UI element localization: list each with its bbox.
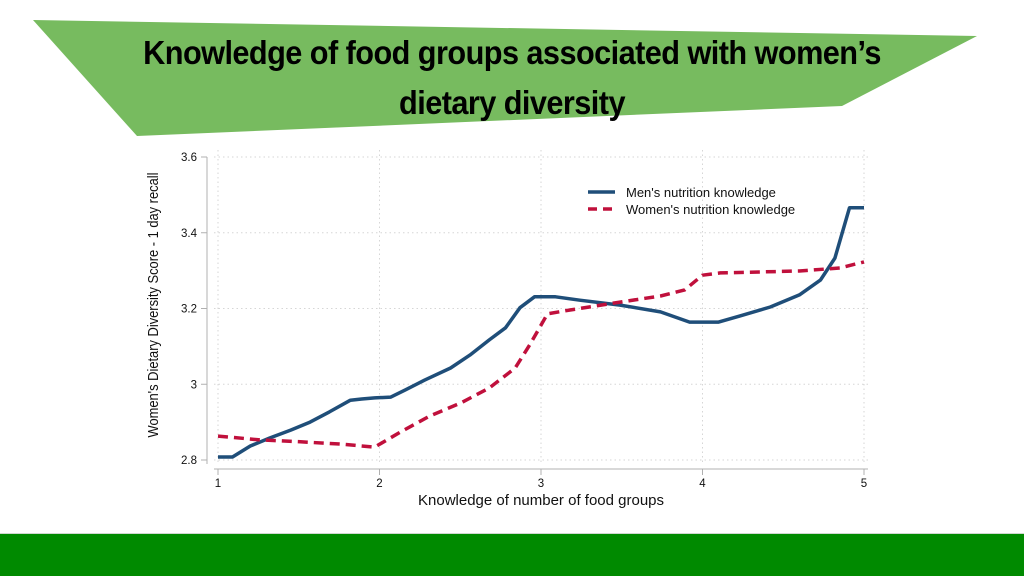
- y-axis-ticks: 2.8 3 3.2 3.4 3.6: [181, 152, 207, 467]
- series-line-women: [217, 260, 865, 449]
- grid: [214, 150, 870, 464]
- series: [217, 206, 865, 459]
- x-tick-label: 3: [538, 478, 544, 490]
- x-axis-label: Knowledge of number of food groups: [418, 492, 664, 509]
- x-tick-label: 2: [376, 478, 382, 490]
- footer-bar: [0, 534, 1024, 576]
- series-line-men: [218, 206, 864, 459]
- y-tick-label: 3.4: [181, 228, 198, 240]
- legend-label-women: Women's nutrition knowledge: [626, 202, 795, 217]
- y-tick-label: 3.2: [181, 304, 197, 316]
- y-tick-label: 3.6: [181, 152, 197, 164]
- y-axis-label: Women's Dietary Diversity Score - 1 day …: [144, 173, 161, 438]
- y-tick-label: 3: [191, 379, 197, 391]
- x-tick-label: 4: [699, 478, 706, 490]
- x-tick-label: 1: [215, 478, 221, 490]
- x-axis-ticks: 1 2 3 4 5: [215, 469, 867, 490]
- y-tick-label: 2.8: [181, 455, 197, 467]
- slide-title-line2: dietary diversity: [399, 84, 625, 121]
- title-banner: [33, 20, 977, 136]
- legend: Men's nutrition knowledge Women's nutrit…: [588, 185, 795, 217]
- title-banner-shape: [33, 20, 977, 136]
- x-tick-label: 5: [861, 478, 867, 490]
- legend-label-men: Men's nutrition knowledge: [626, 185, 776, 200]
- slide-title-line1: Knowledge of food groups associated with…: [143, 34, 881, 71]
- footer-divider: [0, 533, 1024, 534]
